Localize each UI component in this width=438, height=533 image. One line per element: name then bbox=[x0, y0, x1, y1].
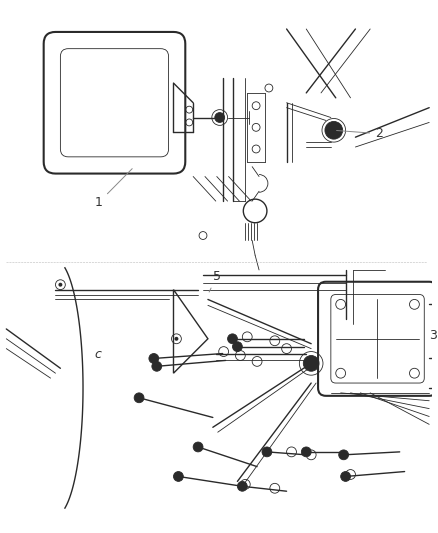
Circle shape bbox=[152, 361, 162, 372]
Circle shape bbox=[149, 353, 159, 364]
Circle shape bbox=[228, 334, 237, 344]
Circle shape bbox=[193, 442, 203, 452]
Text: c: c bbox=[95, 349, 102, 361]
Circle shape bbox=[174, 337, 178, 341]
Circle shape bbox=[173, 472, 184, 481]
Circle shape bbox=[215, 112, 225, 123]
Circle shape bbox=[325, 122, 343, 139]
Circle shape bbox=[58, 282, 62, 287]
Text: 5: 5 bbox=[209, 270, 221, 292]
Text: 3: 3 bbox=[429, 329, 437, 342]
Circle shape bbox=[134, 393, 144, 403]
Text: 1: 1 bbox=[95, 168, 132, 209]
Circle shape bbox=[301, 447, 311, 457]
Circle shape bbox=[341, 472, 350, 481]
Circle shape bbox=[339, 450, 349, 460]
Text: 2: 2 bbox=[336, 127, 383, 140]
Circle shape bbox=[303, 356, 319, 372]
Circle shape bbox=[237, 481, 247, 491]
Circle shape bbox=[233, 342, 242, 352]
Circle shape bbox=[262, 447, 272, 457]
